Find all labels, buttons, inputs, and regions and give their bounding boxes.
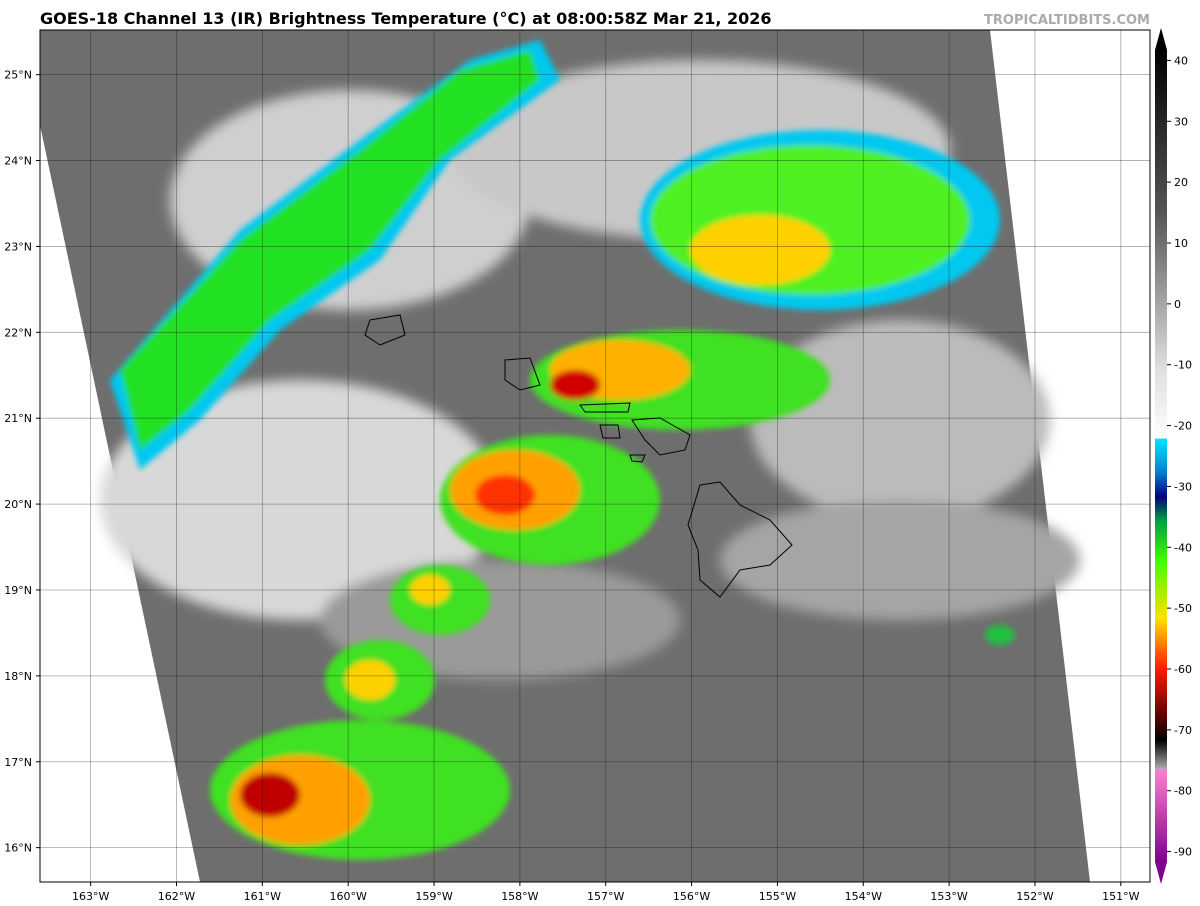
lat-label: 18°N bbox=[4, 670, 32, 683]
lon-label: 156°W bbox=[673, 890, 710, 903]
lat-label: 24°N bbox=[4, 155, 32, 168]
lat-label: 19°N bbox=[4, 584, 32, 597]
lon-label: 159°W bbox=[415, 890, 452, 903]
colorbar-label: -30 bbox=[1174, 480, 1192, 493]
lon-label: 161°W bbox=[244, 890, 281, 903]
colorbar-label: 20 bbox=[1174, 176, 1188, 189]
lat-label: 17°N bbox=[4, 756, 32, 769]
colorbar-label: -10 bbox=[1174, 359, 1192, 372]
lon-label: 153°W bbox=[930, 890, 967, 903]
colorbar bbox=[1155, 28, 1167, 884]
watermark: TROPICALTIDBITS.COM bbox=[984, 13, 1150, 28]
lat-label: 16°N bbox=[4, 842, 32, 855]
colorbar-cap bbox=[1155, 28, 1167, 50]
lon-label: 158°W bbox=[501, 890, 538, 903]
lon-label: 157°W bbox=[587, 890, 624, 903]
colorbar-label: 0 bbox=[1174, 298, 1181, 311]
colorbar-cap bbox=[1155, 862, 1167, 884]
coastlines bbox=[364, 314, 793, 598]
lon-label: 151°W bbox=[1102, 890, 1139, 903]
colorbar-label: -40 bbox=[1174, 541, 1192, 554]
colorbar-label: 30 bbox=[1174, 115, 1188, 128]
lat-label: 21°N bbox=[4, 412, 32, 425]
lon-label: 152°W bbox=[1016, 890, 1053, 903]
imagery bbox=[40, 30, 1150, 882]
lon-label: 162°W bbox=[158, 890, 195, 903]
lon-label: 155°W bbox=[759, 890, 796, 903]
lon-label: 154°W bbox=[845, 890, 882, 903]
colorbar-label: 10 bbox=[1174, 237, 1188, 250]
lon-label: 160°W bbox=[330, 890, 367, 903]
colorbar-fill bbox=[1155, 50, 1167, 862]
colorbar-label: -80 bbox=[1174, 785, 1192, 798]
colorbar-label: -20 bbox=[1174, 420, 1192, 433]
title: GOES-18 Channel 13 (IR) Brightness Tempe… bbox=[40, 9, 772, 28]
graticule bbox=[36, 30, 1150, 886]
colorbar-label: -50 bbox=[1174, 602, 1192, 615]
colorbar-label: 40 bbox=[1174, 54, 1188, 67]
lat-label: 22°N bbox=[4, 326, 32, 339]
colorbar-label: -70 bbox=[1174, 724, 1192, 737]
lat-label: 23°N bbox=[4, 240, 32, 253]
colorbar-label: -60 bbox=[1174, 663, 1192, 676]
lat-label: 25°N bbox=[4, 69, 32, 82]
lon-label: 163°W bbox=[72, 890, 109, 903]
map-frame bbox=[39, 29, 1151, 883]
lat-label: 20°N bbox=[4, 498, 32, 511]
colorbar-label: -90 bbox=[1174, 846, 1192, 859]
